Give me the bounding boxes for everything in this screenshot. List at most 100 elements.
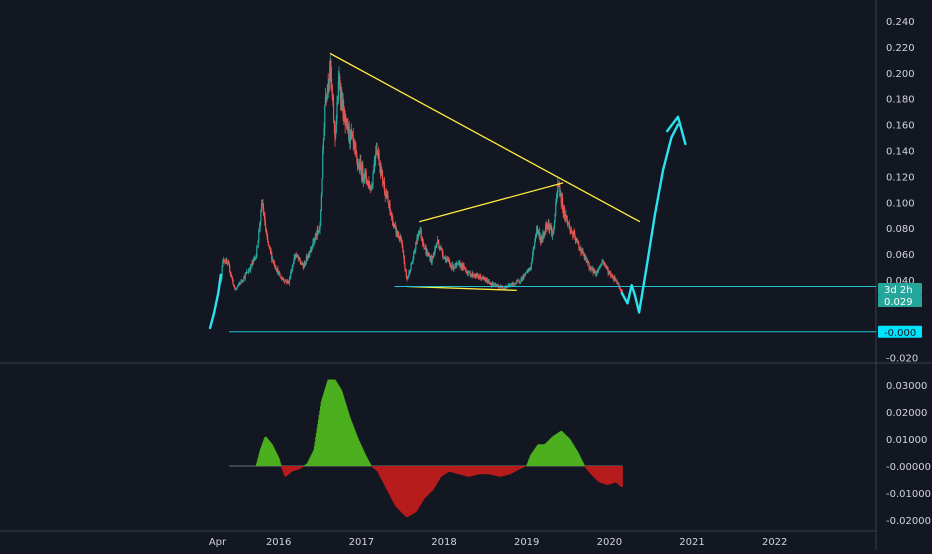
candle-body[interactable]	[322, 139, 325, 151]
candle-body[interactable]	[255, 256, 257, 260]
candle-body[interactable]	[483, 278, 485, 279]
candle-body[interactable]	[303, 262, 305, 268]
candle-body[interactable]	[318, 230, 320, 232]
candle-body[interactable]	[609, 272, 611, 274]
candle-body[interactable]	[393, 224, 395, 226]
candle-body[interactable]	[542, 233, 545, 236]
candle-body[interactable]	[419, 230, 421, 232]
candle-body[interactable]	[282, 278, 284, 280]
candle-body[interactable]	[339, 88, 341, 100]
candle-body[interactable]	[540, 236, 542, 242]
candle-body[interactable]	[483, 278, 486, 280]
candle-body[interactable]	[398, 235, 400, 239]
candle-body[interactable]	[562, 209, 564, 214]
candle-body[interactable]	[371, 184, 373, 188]
candle-body[interactable]	[491, 284, 493, 286]
candle-body[interactable]	[507, 285, 509, 287]
candle-body[interactable]	[579, 248, 581, 251]
candle-body[interactable]	[270, 251, 272, 254]
candle-body[interactable]	[316, 234, 318, 237]
candle-body[interactable]	[373, 171, 375, 174]
candle-body[interactable]	[367, 180, 369, 182]
candle-body[interactable]	[535, 233, 537, 238]
candle-body[interactable]	[448, 260, 450, 263]
candle-body[interactable]	[401, 242, 403, 248]
candle-body[interactable]	[508, 285, 510, 286]
candle-body[interactable]	[433, 253, 435, 255]
candle-body[interactable]	[544, 231, 546, 234]
candle-body[interactable]	[569, 226, 571, 230]
candle-body[interactable]	[322, 150, 324, 178]
candle-body[interactable]	[492, 282, 494, 286]
candle-body[interactable]	[390, 214, 392, 217]
candle-body[interactable]	[284, 280, 286, 282]
candle-body[interactable]	[519, 281, 521, 283]
candle-body[interactable]	[285, 280, 287, 282]
candle-body[interactable]	[489, 283, 491, 285]
candle-body[interactable]	[366, 179, 368, 184]
candle-body[interactable]	[364, 171, 367, 173]
candle-body[interactable]	[316, 229, 318, 237]
candle-body[interactable]	[260, 203, 263, 210]
candle-body[interactable]	[374, 157, 376, 161]
candle-body[interactable]	[305, 256, 308, 263]
candle-body[interactable]	[447, 259, 450, 261]
candle-body[interactable]	[369, 184, 371, 191]
candle-body[interactable]	[229, 271, 231, 274]
candle-body[interactable]	[447, 259, 449, 261]
candle-body[interactable]	[347, 126, 350, 133]
candle-body[interactable]	[543, 231, 545, 236]
candle-body[interactable]	[617, 282, 619, 284]
candle-body[interactable]	[534, 242, 536, 247]
candle-body[interactable]	[313, 238, 315, 242]
candle-body[interactable]	[482, 277, 484, 279]
candle-body[interactable]	[415, 241, 418, 244]
candle-body[interactable]	[608, 272, 610, 274]
candle-body[interactable]	[408, 271, 410, 276]
candle-body[interactable]	[407, 277, 409, 280]
candle-body[interactable]	[399, 236, 401, 241]
candle-body[interactable]	[493, 285, 495, 287]
candle-body[interactable]	[311, 245, 314, 249]
candle-body[interactable]	[224, 261, 227, 264]
candle-body[interactable]	[549, 227, 551, 229]
candle-body[interactable]	[256, 247, 258, 257]
candle-body[interactable]	[342, 98, 344, 119]
candle-body[interactable]	[584, 255, 586, 259]
candle-body[interactable]	[403, 256, 405, 264]
candle-body[interactable]	[610, 273, 612, 277]
candle-body[interactable]	[564, 208, 566, 216]
candle-body[interactable]	[388, 204, 390, 206]
candle-body[interactable]	[565, 215, 567, 218]
candle-body[interactable]	[477, 275, 479, 278]
candle-body[interactable]	[453, 267, 456, 269]
candle-body[interactable]	[254, 257, 257, 260]
candle-body[interactable]	[426, 251, 428, 255]
candle-body[interactable]	[527, 270, 529, 272]
candle-body[interactable]	[234, 286, 236, 291]
candle-body[interactable]	[450, 265, 452, 269]
candle-body[interactable]	[491, 282, 494, 286]
candle-body[interactable]	[470, 274, 473, 276]
candle-body[interactable]	[451, 264, 454, 268]
candle-body[interactable]	[272, 259, 274, 263]
candle-body[interactable]	[318, 229, 320, 231]
candle-body[interactable]	[501, 287, 503, 289]
candle-body[interactable]	[317, 229, 319, 232]
candle-body[interactable]	[511, 283, 513, 285]
candle-body[interactable]	[340, 91, 342, 100]
candle-body[interactable]	[279, 276, 282, 278]
candle-body[interactable]	[500, 286, 502, 288]
candle-body[interactable]	[602, 260, 604, 263]
candle-body[interactable]	[455, 264, 457, 266]
candle-body[interactable]	[466, 272, 469, 275]
candle-body[interactable]	[346, 121, 348, 123]
candle-body[interactable]	[419, 230, 422, 232]
candle-body[interactable]	[396, 230, 399, 235]
candle-body[interactable]	[432, 256, 434, 257]
candle-body[interactable]	[519, 281, 522, 283]
candle-body[interactable]	[394, 224, 396, 226]
candle-body[interactable]	[572, 233, 574, 237]
candle-body[interactable]	[525, 271, 528, 273]
candle-body[interactable]	[621, 291, 623, 293]
